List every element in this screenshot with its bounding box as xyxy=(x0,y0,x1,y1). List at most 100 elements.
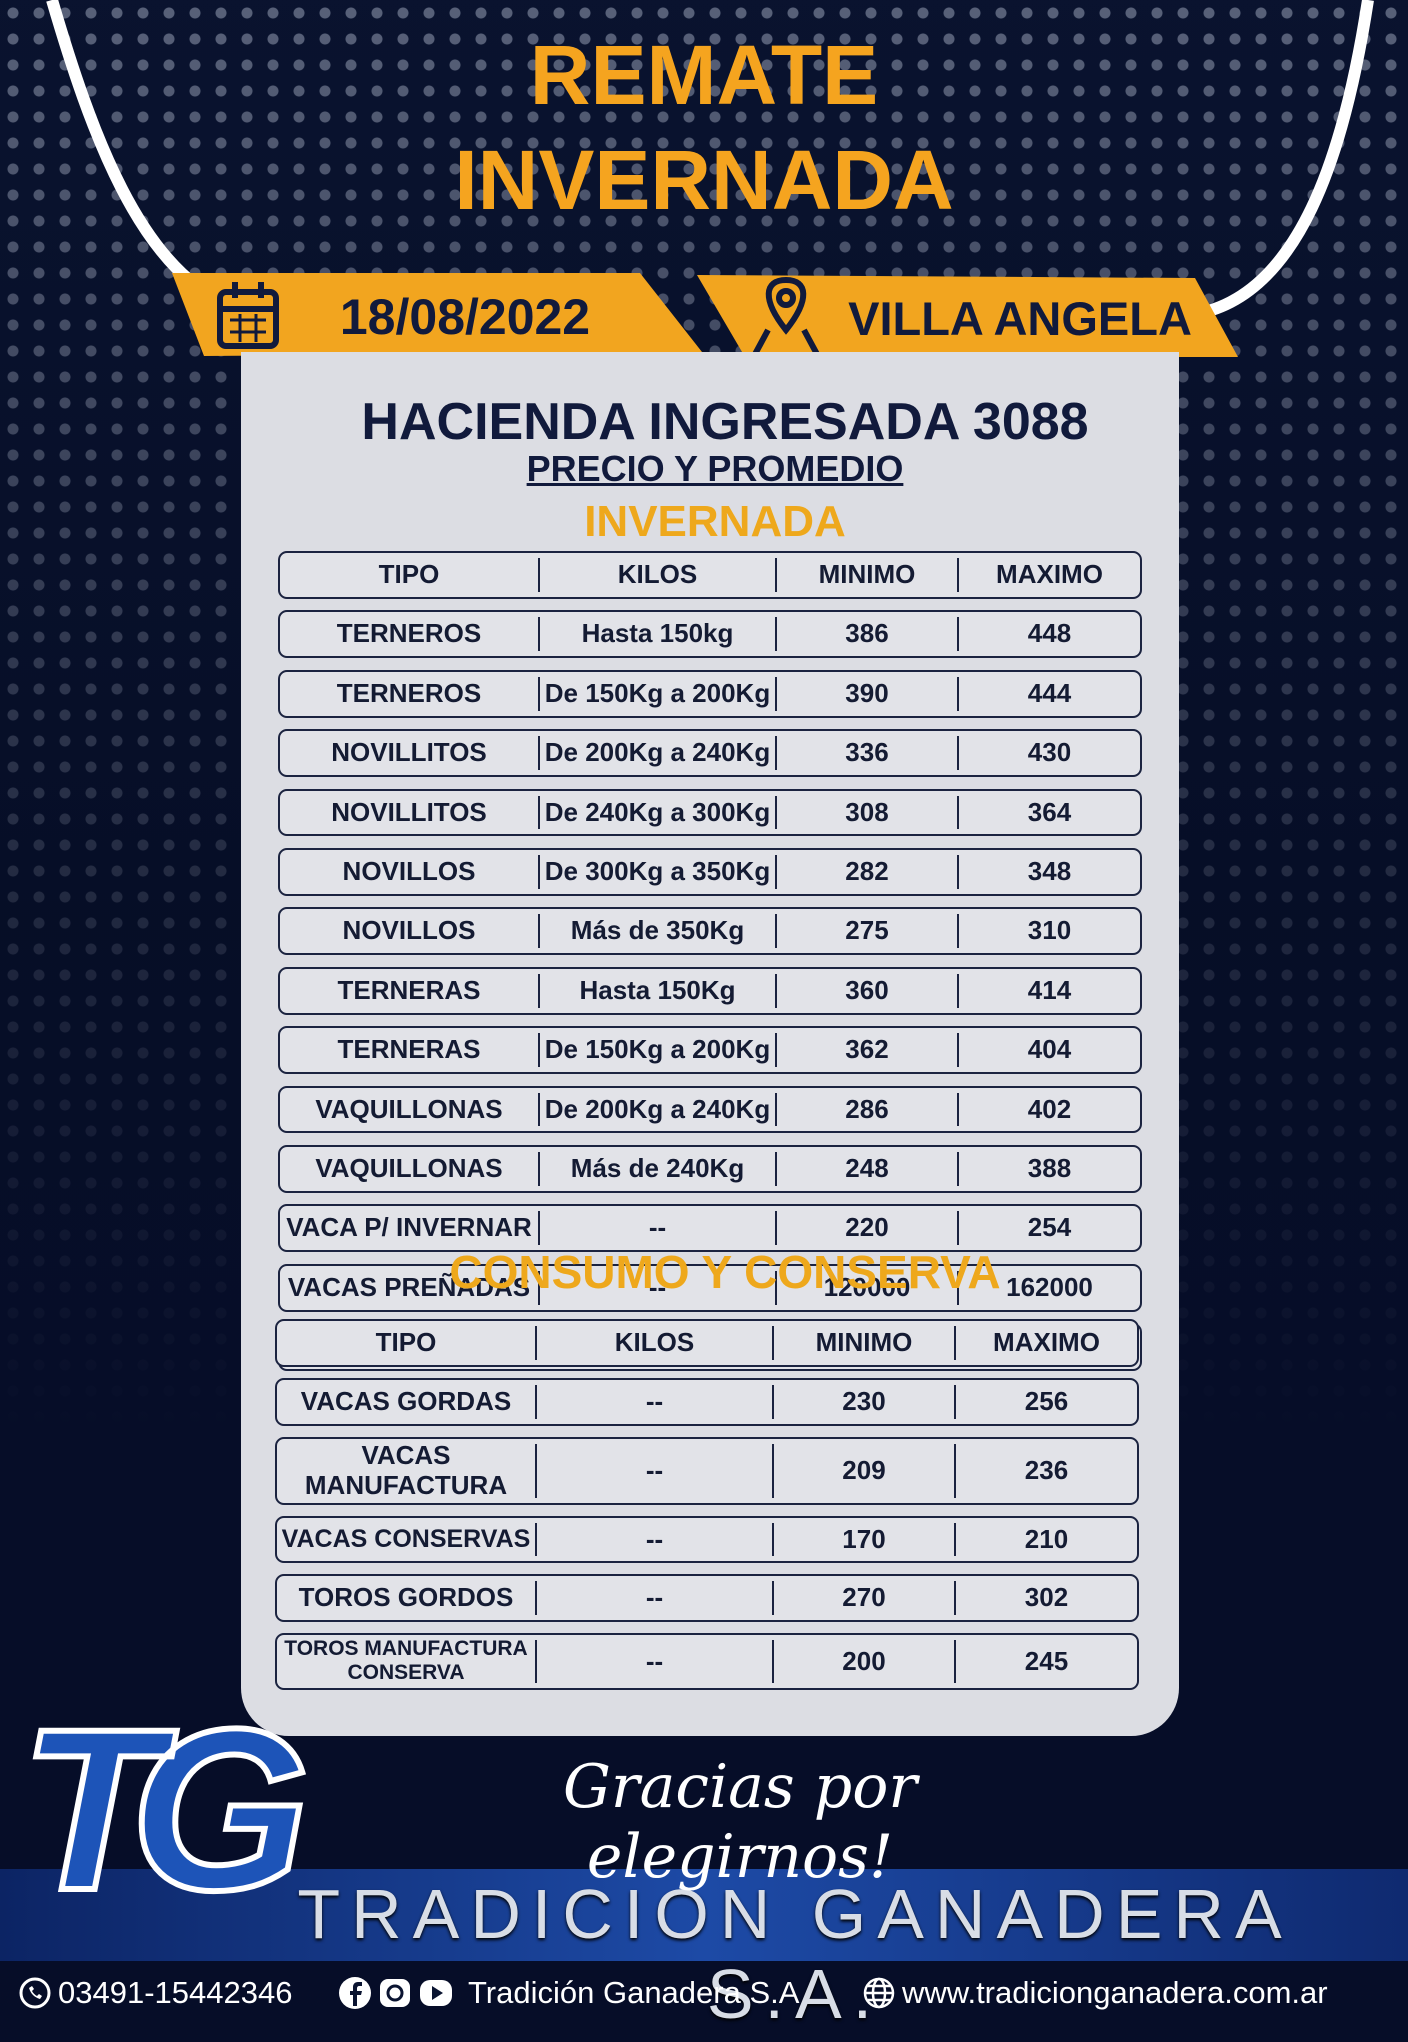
table-cell: De 200Kg a 240Kg xyxy=(538,1092,775,1127)
table-cell: De 150Kg a 200Kg xyxy=(538,1033,775,1068)
table-cell: NOVILLITOS xyxy=(331,737,487,768)
whatsapp-icon xyxy=(19,1977,51,2009)
table-cell: 200 xyxy=(772,1640,954,1683)
table-cell: 275 xyxy=(775,914,957,949)
location: VILLA ANGELA xyxy=(848,292,1192,345)
table-cell: NOVILLITOS xyxy=(331,796,487,827)
column-header: MINIMO xyxy=(775,558,957,592)
table-row: TERNERAS Hasta 150Kg 360 414 xyxy=(278,966,1142,1015)
date-banner xyxy=(172,273,702,356)
table-cell: 302 xyxy=(954,1581,1137,1616)
table-cell: VACAS CONSERVAS xyxy=(281,1525,531,1554)
table-cell: -- xyxy=(535,1640,772,1683)
table-cell: 388 xyxy=(957,1151,1140,1186)
column-header: KILOS xyxy=(538,558,775,592)
column-header: TIPO xyxy=(378,559,440,589)
thanks: Gracias por elegirnos! xyxy=(562,1752,918,1892)
table-cell: 220 xyxy=(775,1211,957,1246)
table-cell: TERNEROS xyxy=(336,618,482,649)
table-cell: De 300Kg a 350Kg xyxy=(538,854,775,889)
table-cell: 170 xyxy=(772,1522,954,1557)
column-header: MAXIMO xyxy=(957,558,1140,592)
table-cell: TERNERAS xyxy=(337,974,481,1005)
column-header: MINIMO xyxy=(772,1326,954,1360)
phone: 03491-15442346 xyxy=(58,1975,293,2010)
table-cell: TERNERAS xyxy=(337,1034,481,1065)
table-cell: 230 xyxy=(772,1384,954,1419)
table-cell: 386 xyxy=(775,617,957,652)
table-row: NOVILLITOS De 240Kg a 300Kg 308 364 xyxy=(278,788,1142,837)
section-title: CONSUMO Y CONSERVA xyxy=(449,1246,1001,1298)
table-header: TIPO KILOS MINIMO MAXIMO xyxy=(275,1319,1139,1367)
table-cell: VAQUILLONAS xyxy=(315,1093,503,1124)
company-band xyxy=(0,1869,1408,1961)
table-cell: 248 xyxy=(775,1151,957,1186)
table: TIPO KILOS MINIMO MAXIMO VACAS GORDAS -- 230 25… xyxy=(275,1319,1139,1690)
table-cell: -- xyxy=(535,1522,772,1557)
table-row: VACAS MANUFACTURA -- 209 236 xyxy=(275,1436,1139,1505)
table-row: VACAS GORDAS -- 230 256 xyxy=(275,1377,1139,1426)
table-cell: 404 xyxy=(957,1033,1140,1068)
logo: TG xyxy=(17,1681,312,1938)
table-cell: 362 xyxy=(775,1033,957,1068)
table-row: TERNEROS De 150Kg a 200Kg 390 444 xyxy=(278,669,1142,718)
table-cell: -- xyxy=(538,1270,775,1305)
table-cell: -- xyxy=(538,1211,775,1246)
column-header: KILOS xyxy=(535,1326,772,1360)
social-icons xyxy=(339,1977,452,2009)
table-cell: Hasta 150kg xyxy=(538,617,775,652)
company: TRADICION GANADERA S.A. xyxy=(297,1875,1293,2033)
table-cell: 270 xyxy=(772,1581,954,1616)
table-row: VACAS PREÑADAS -- 120000 162000 xyxy=(278,1263,1142,1312)
decor xyxy=(46,0,1374,359)
table-row: VACA P/ INVERNAR -- 220 254 xyxy=(278,1204,1142,1253)
table-cell: 310 xyxy=(957,914,1140,949)
table-row: NOVILLITOS De 200Kg a 240Kg 336 430 xyxy=(278,729,1142,778)
table-cell: 402 xyxy=(957,1092,1140,1127)
table-row: TOROS MANUFACTURA CONSERVA -- 200 245 xyxy=(275,1633,1139,1690)
table-cell: 444 xyxy=(957,676,1140,711)
table-row: TOROS GORDOS -- 270 302 xyxy=(275,1574,1139,1623)
table-cell: VACAS MANUFACTURA xyxy=(304,1439,508,1500)
table-cell: 282 xyxy=(775,854,957,889)
table-row: VAQUILLONAS Más de 240Kg 248 388 xyxy=(278,1144,1142,1193)
table-cell: TERNEROS xyxy=(336,677,482,708)
table-cell: 120000 xyxy=(775,1270,957,1305)
calendar-icon xyxy=(217,282,279,349)
table-cell: Más de 350Kg xyxy=(538,914,775,949)
table-row: TERNERAS De 150Kg a 200Kg 362 404 xyxy=(278,1026,1142,1075)
social: Tradición Ganadera S.A xyxy=(468,1975,800,2010)
table-row: VAQUILLONAS De 200Kg a 240Kg 286 402 xyxy=(278,1085,1142,1134)
table-cell: VAQUILLONAS xyxy=(315,1152,503,1183)
table-cell: De 240Kg a 300Kg xyxy=(538,795,775,830)
table-row: VACAS CONSERVAS -- 170 210 xyxy=(275,1515,1139,1564)
date: 18/08/2022 xyxy=(339,289,591,345)
table-cell: TOROS GORDOS xyxy=(298,1582,514,1613)
table-cell: De 200Kg a 240Kg xyxy=(538,736,775,771)
table-cell: 364 xyxy=(957,795,1140,830)
table-cell: 336 xyxy=(775,736,957,771)
table-cell: VACAS PREÑADAS xyxy=(287,1271,531,1302)
website: www.tradicionganadera.com.ar xyxy=(902,1975,1328,2010)
phone-item: 03491-15442346 xyxy=(18,1975,292,2011)
table-row: NOVILLOS Más de 350Kg 275 310 xyxy=(278,907,1142,956)
table-cell: Hasta 150Kg xyxy=(538,973,775,1008)
table-cell: 308 xyxy=(775,795,957,830)
table-cell: 430 xyxy=(957,736,1140,771)
social-item: Tradición Ganadera S.A xyxy=(338,1975,799,2011)
column-header: MAXIMO xyxy=(954,1326,1137,1360)
table-cell: 209 xyxy=(772,1443,954,1498)
table-row: NOVILLOS De 300Kg a 350Kg 282 348 xyxy=(278,847,1142,896)
panel-subheading: PRECIO Y PROMEDIO xyxy=(526,448,904,489)
table-cell: 236 xyxy=(954,1443,1137,1498)
table-cell: 254 xyxy=(957,1211,1140,1246)
table-cell: NOVILLOS xyxy=(342,855,476,886)
table-cell: TOROS MANUFACTURA CONSERVA xyxy=(284,1637,528,1685)
table-cell: De 150Kg a 200Kg xyxy=(538,676,775,711)
table-cell: -- xyxy=(535,1581,772,1616)
table-cell: VACAS GORDAS xyxy=(300,1385,512,1416)
table-cell: 162000 xyxy=(957,1270,1140,1305)
globe-icon xyxy=(863,1977,895,2009)
title-line: REMATE xyxy=(529,28,879,122)
